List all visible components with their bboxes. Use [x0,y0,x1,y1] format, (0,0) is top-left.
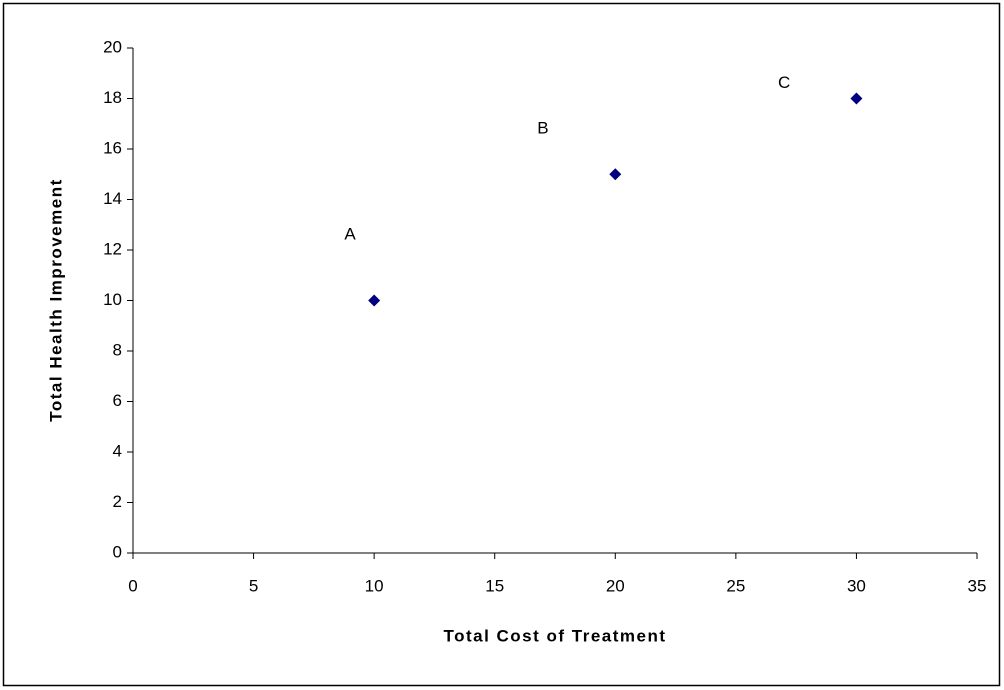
annotation: C [778,73,790,92]
annotation: B [537,118,548,137]
x-tick-label: 0 [128,576,137,595]
y-tick-label: 0 [113,542,122,561]
y-tick-label: 12 [103,239,122,258]
x-tick-label: 20 [606,576,625,595]
annotation: A [344,224,356,243]
y-tick-label: 14 [103,189,122,208]
x-tick-label: 30 [847,576,866,595]
x-axis-title: Total Cost of Treatment [443,626,666,645]
y-tick-label: 16 [103,138,122,157]
x-tick-label: 5 [249,576,258,595]
point [609,168,622,181]
x-tick-label: 25 [726,576,745,595]
y-tick-label: 18 [103,88,122,107]
x-tick-label: 35 [968,576,987,595]
y-axis-title: Total Health Improvement [46,178,65,422]
x-tick-label: 10 [365,576,384,595]
y-tick-label: 4 [113,441,122,460]
y-tick-label: 10 [103,290,122,309]
x-tick-label: 15 [485,576,504,595]
point [850,92,863,105]
y-tick-label: 6 [113,391,122,410]
y-tick-label: 8 [113,340,122,359]
point [368,294,381,307]
y-tick-label: 20 [103,37,122,56]
y-tick-label: 2 [113,492,122,511]
